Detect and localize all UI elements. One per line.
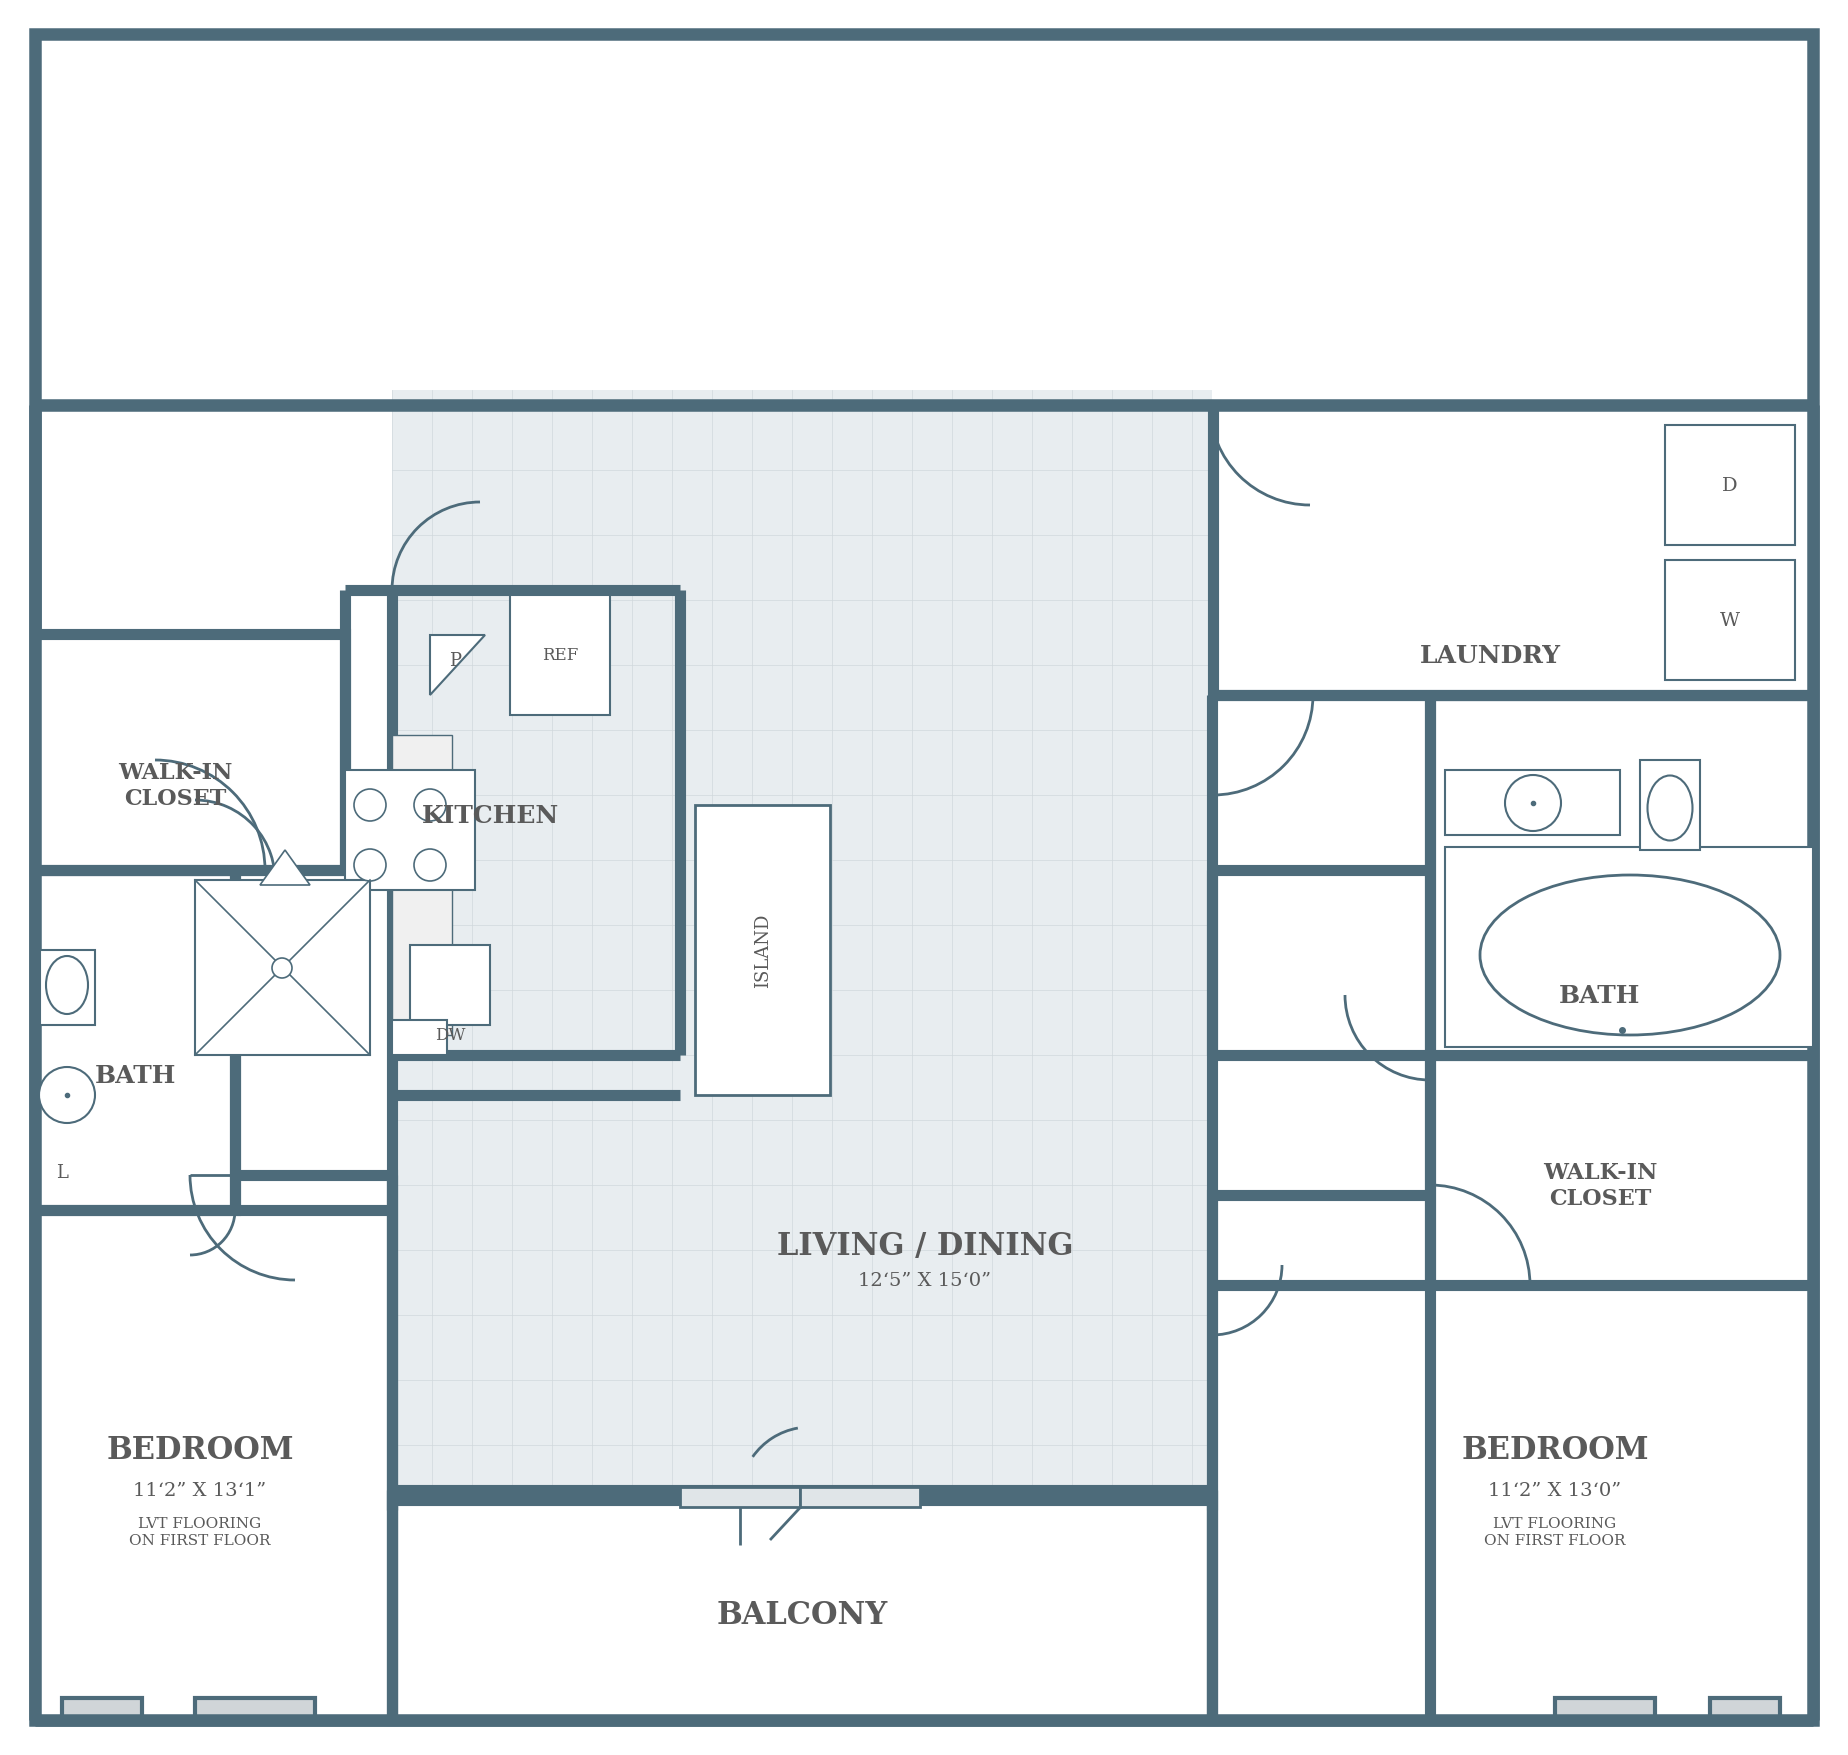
Text: ON FIRST FLOOR: ON FIRST FLOOR bbox=[1484, 1534, 1626, 1548]
Text: WALK-IN
CLOSET: WALK-IN CLOSET bbox=[118, 762, 233, 809]
Bar bbox=[43, 879, 227, 1202]
Text: D: D bbox=[1722, 477, 1737, 495]
Circle shape bbox=[414, 849, 445, 881]
Bar bbox=[1554, 1699, 1656, 1720]
Text: WALK-IN
CLOSET: WALK-IN CLOSET bbox=[1543, 1162, 1658, 1209]
Text: BALCONY: BALCONY bbox=[717, 1599, 887, 1630]
Text: ON FIRST FLOOR: ON FIRST FLOOR bbox=[129, 1534, 272, 1548]
Bar bbox=[43, 642, 336, 862]
Bar bbox=[392, 1020, 447, 1055]
Bar bbox=[410, 946, 490, 1025]
Bar bbox=[1438, 1064, 1805, 1278]
Ellipse shape bbox=[1648, 776, 1693, 841]
Text: DW: DW bbox=[434, 1027, 466, 1044]
Text: P: P bbox=[449, 651, 460, 670]
Text: LAUNDRY: LAUNDRY bbox=[1419, 644, 1560, 667]
Ellipse shape bbox=[46, 956, 89, 1014]
Bar bbox=[1639, 760, 1700, 851]
Circle shape bbox=[355, 849, 386, 881]
Text: ISLAND: ISLAND bbox=[754, 913, 772, 988]
Text: 11‘2” X 13‘1”: 11‘2” X 13‘1” bbox=[133, 1481, 266, 1499]
Text: BATH: BATH bbox=[1560, 983, 1641, 1007]
Bar bbox=[1430, 1055, 1813, 1285]
Bar bbox=[695, 806, 830, 1095]
Circle shape bbox=[355, 790, 386, 821]
Bar bbox=[35, 870, 235, 1211]
Bar bbox=[1212, 1195, 1813, 1720]
Bar bbox=[1445, 848, 1813, 1048]
Bar bbox=[1665, 426, 1794, 546]
Bar bbox=[1212, 405, 1813, 695]
Bar bbox=[680, 1486, 800, 1508]
Bar bbox=[63, 1699, 142, 1720]
Bar bbox=[392, 391, 1212, 1509]
Bar bbox=[41, 951, 94, 1025]
Bar bbox=[1665, 560, 1794, 681]
Text: REF: REF bbox=[541, 648, 578, 663]
Text: BATH: BATH bbox=[94, 1064, 176, 1088]
Circle shape bbox=[414, 790, 445, 821]
Bar bbox=[392, 735, 453, 1035]
Circle shape bbox=[1504, 776, 1562, 832]
Text: BEDROOM: BEDROOM bbox=[1462, 1434, 1648, 1465]
Text: LVT FLOORING: LVT FLOORING bbox=[1493, 1516, 1617, 1530]
Ellipse shape bbox=[1480, 876, 1780, 1035]
Bar bbox=[35, 1176, 392, 1720]
Bar bbox=[346, 770, 475, 890]
Bar bbox=[1438, 704, 1805, 1048]
Polygon shape bbox=[261, 851, 310, 886]
Bar bbox=[392, 1501, 1212, 1720]
Bar bbox=[196, 881, 370, 1055]
Bar bbox=[1222, 414, 1805, 688]
Text: W: W bbox=[1720, 612, 1741, 630]
Bar bbox=[1445, 770, 1621, 835]
Circle shape bbox=[272, 958, 292, 979]
Circle shape bbox=[39, 1067, 94, 1123]
Bar bbox=[1430, 695, 1813, 1055]
Text: BEDROOM: BEDROOM bbox=[105, 1434, 294, 1465]
Text: 11‘2” X 13‘0”: 11‘2” X 13‘0” bbox=[1488, 1481, 1623, 1499]
Bar bbox=[196, 1699, 314, 1720]
Text: LVT FLOORING: LVT FLOORING bbox=[139, 1516, 262, 1530]
Bar bbox=[800, 1486, 920, 1508]
Text: KITCHEN: KITCHEN bbox=[421, 804, 558, 828]
Text: L: L bbox=[55, 1164, 68, 1181]
Bar bbox=[1709, 1699, 1780, 1720]
Text: LIVING / DINING: LIVING / DINING bbox=[776, 1230, 1074, 1260]
Bar bbox=[510, 595, 610, 716]
Bar bbox=[35, 635, 346, 870]
Text: 12‘5” X 15‘0”: 12‘5” X 15‘0” bbox=[859, 1271, 992, 1290]
Polygon shape bbox=[431, 635, 484, 695]
